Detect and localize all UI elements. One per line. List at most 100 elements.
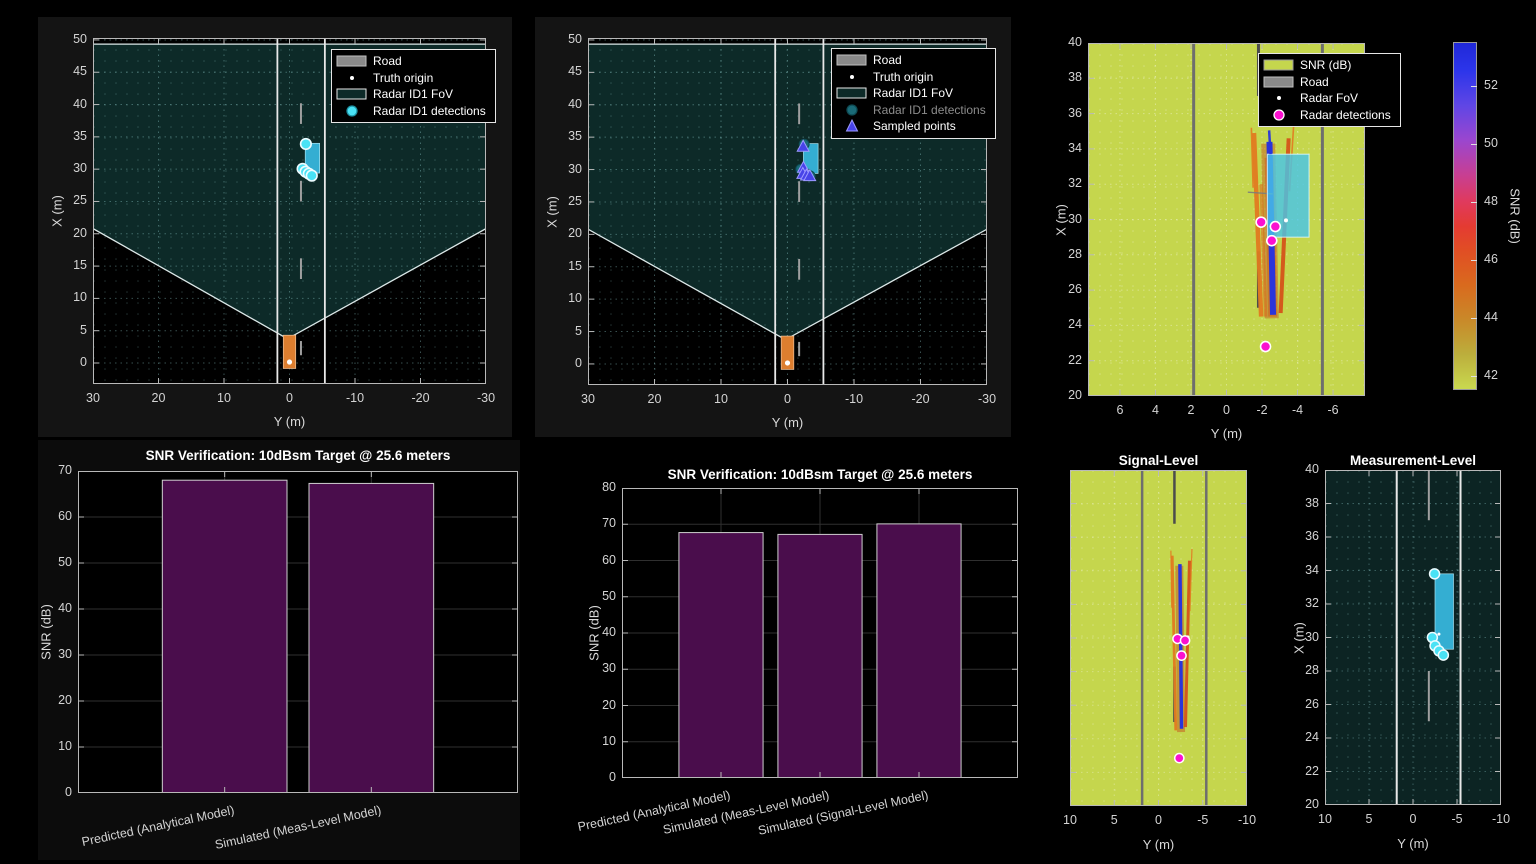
bar bbox=[678, 532, 764, 778]
x-tick-label: 0 bbox=[784, 392, 791, 406]
y-tick-label: 5 bbox=[80, 322, 87, 337]
legend-dot bbox=[850, 74, 854, 79]
x-tick-label: -6 bbox=[1327, 403, 1339, 417]
radar-detection-marker bbox=[1179, 635, 1191, 646]
x-tick-label: -10 bbox=[345, 391, 365, 405]
y-tick-label: 50 bbox=[568, 31, 582, 46]
x-tick-label: -20 bbox=[911, 392, 930, 406]
x-tick-label: -10 bbox=[1491, 812, 1511, 826]
legend-marker bbox=[1263, 76, 1294, 88]
legend-label: Truth origin bbox=[373, 70, 434, 85]
legend-row: Road bbox=[835, 52, 986, 69]
y-axis-label-text: SNR (dB) bbox=[586, 605, 602, 661]
legend-row: Truth origin bbox=[335, 70, 486, 87]
legend-patch bbox=[836, 87, 867, 99]
legend-row: Radar ID1 detections bbox=[335, 103, 486, 120]
y-tick-label: 32 bbox=[1068, 176, 1082, 191]
y-tick-label: 25 bbox=[568, 193, 582, 208]
x-tick-label: -20 bbox=[411, 391, 430, 405]
legend-circle bbox=[346, 105, 358, 117]
legend-marker bbox=[1277, 96, 1281, 101]
legend-patch bbox=[336, 88, 367, 100]
x-tick-label: -5 bbox=[1451, 812, 1463, 826]
colorbar-tick-label: 46 bbox=[1484, 251, 1498, 266]
legend-marker bbox=[1263, 59, 1294, 71]
snr-streak-orange bbox=[1170, 555, 1178, 731]
y-tick-label: 0 bbox=[65, 785, 72, 799]
y-tick-label: 20 bbox=[1068, 388, 1082, 402]
y-axis-label-text: X (m) bbox=[1053, 203, 1069, 236]
sampled-point-marker bbox=[803, 168, 817, 182]
colorbar-tick bbox=[1471, 375, 1477, 377]
x-tick-label: 20 bbox=[151, 391, 166, 405]
bev-detections-x-axis-label: Y (m) bbox=[273, 414, 306, 429]
bev-sampled-x-axis-label: Y (m) bbox=[771, 415, 804, 430]
x-tick-label: 0 bbox=[1223, 403, 1230, 417]
y-tick-label: 22 bbox=[1305, 763, 1319, 778]
x-tick-label: 30 bbox=[86, 391, 100, 405]
legend-row: Road bbox=[335, 53, 486, 70]
y-tick-label: 34 bbox=[1068, 140, 1082, 155]
colorbar-tick-label: 44 bbox=[1484, 309, 1498, 324]
legend-tri-icon bbox=[835, 119, 869, 133]
legend-row: Radar detections bbox=[1262, 107, 1391, 124]
legend-label: Radar FoV bbox=[1300, 91, 1359, 106]
snr-whisker bbox=[1189, 548, 1193, 612]
legend-label: Radar ID1 FoV bbox=[373, 87, 454, 102]
legend-patch-icon bbox=[335, 87, 369, 101]
x-tick-label: 10 bbox=[714, 392, 728, 406]
legend-dot-icon bbox=[835, 70, 869, 84]
y-tick-label: 10 bbox=[568, 291, 582, 306]
x-tick-label: 20 bbox=[647, 392, 662, 406]
bar-category-label: Simulated (Signal-Level Model) bbox=[757, 788, 930, 838]
x-tick-label: -10 bbox=[1237, 813, 1257, 827]
y-tick-label: 28 bbox=[1305, 663, 1319, 677]
y-axis-label-text: X (m) bbox=[49, 195, 65, 227]
legend-marker bbox=[846, 104, 858, 116]
x-tick-label: 10 bbox=[1063, 813, 1077, 827]
legend-marker bbox=[1273, 109, 1285, 121]
colorbar-tick-label: 52 bbox=[1484, 77, 1498, 92]
measurement-level-map-title: Measurement-Level bbox=[1349, 453, 1477, 468]
radar-detection-marker bbox=[1428, 568, 1441, 580]
x-tick-label: 2 bbox=[1187, 403, 1195, 417]
y-tick-label: 36 bbox=[1305, 529, 1319, 543]
x-tick-label: 30 bbox=[581, 392, 595, 406]
y-tick-label: 40 bbox=[1305, 462, 1319, 476]
measurement-level-map-x-axis-label: Y (m) bbox=[1397, 836, 1429, 851]
legend-patch-icon bbox=[335, 54, 369, 68]
x-tick-label: -2 bbox=[1256, 403, 1268, 417]
bar bbox=[308, 482, 435, 793]
y-tick-label: 10 bbox=[602, 733, 616, 748]
y-tick-label: 50 bbox=[58, 555, 72, 569]
legend-row: Radar FoV bbox=[1262, 90, 1391, 107]
legend-patch-icon bbox=[1262, 75, 1296, 89]
x-tick-label: 6 bbox=[1116, 403, 1124, 417]
signal-level-map-x-axis-label: Y (m) bbox=[1142, 837, 1175, 852]
legend-label: Radar ID1 detections bbox=[873, 102, 986, 117]
truth-origin-marker bbox=[784, 360, 791, 366]
bar bbox=[876, 523, 962, 778]
colorbar-axis-label: SNR (dB) bbox=[1507, 188, 1523, 244]
snr-streak-blue bbox=[1178, 564, 1184, 729]
y-tick-label: 30 bbox=[58, 647, 72, 661]
y-tick-label: 15 bbox=[73, 258, 87, 273]
legend-label: Radar detections bbox=[1300, 107, 1391, 122]
x-tick-label: -4 bbox=[1291, 403, 1304, 417]
legend-patch bbox=[1263, 59, 1294, 71]
bar bbox=[777, 533, 863, 778]
legend-marker bbox=[346, 105, 358, 117]
snr-streak-orange bbox=[1259, 184, 1268, 317]
target-vehicle-overlay bbox=[1266, 153, 1310, 238]
legend-marker bbox=[850, 74, 854, 79]
radar-detection-marker bbox=[1173, 752, 1185, 764]
y-tick-label: 20 bbox=[602, 697, 616, 712]
ego-vehicle bbox=[780, 335, 795, 370]
y-tick-label: 35 bbox=[568, 129, 582, 144]
y-tick-label: 35 bbox=[73, 128, 87, 143]
bar-two-background bbox=[78, 471, 518, 793]
signal-level-map-grid-dots bbox=[1070, 470, 1247, 806]
x-tick-label: 10 bbox=[217, 391, 231, 405]
y-tick-label: 20 bbox=[1305, 797, 1319, 811]
y-axis-label-text: X (m) bbox=[1291, 621, 1307, 654]
